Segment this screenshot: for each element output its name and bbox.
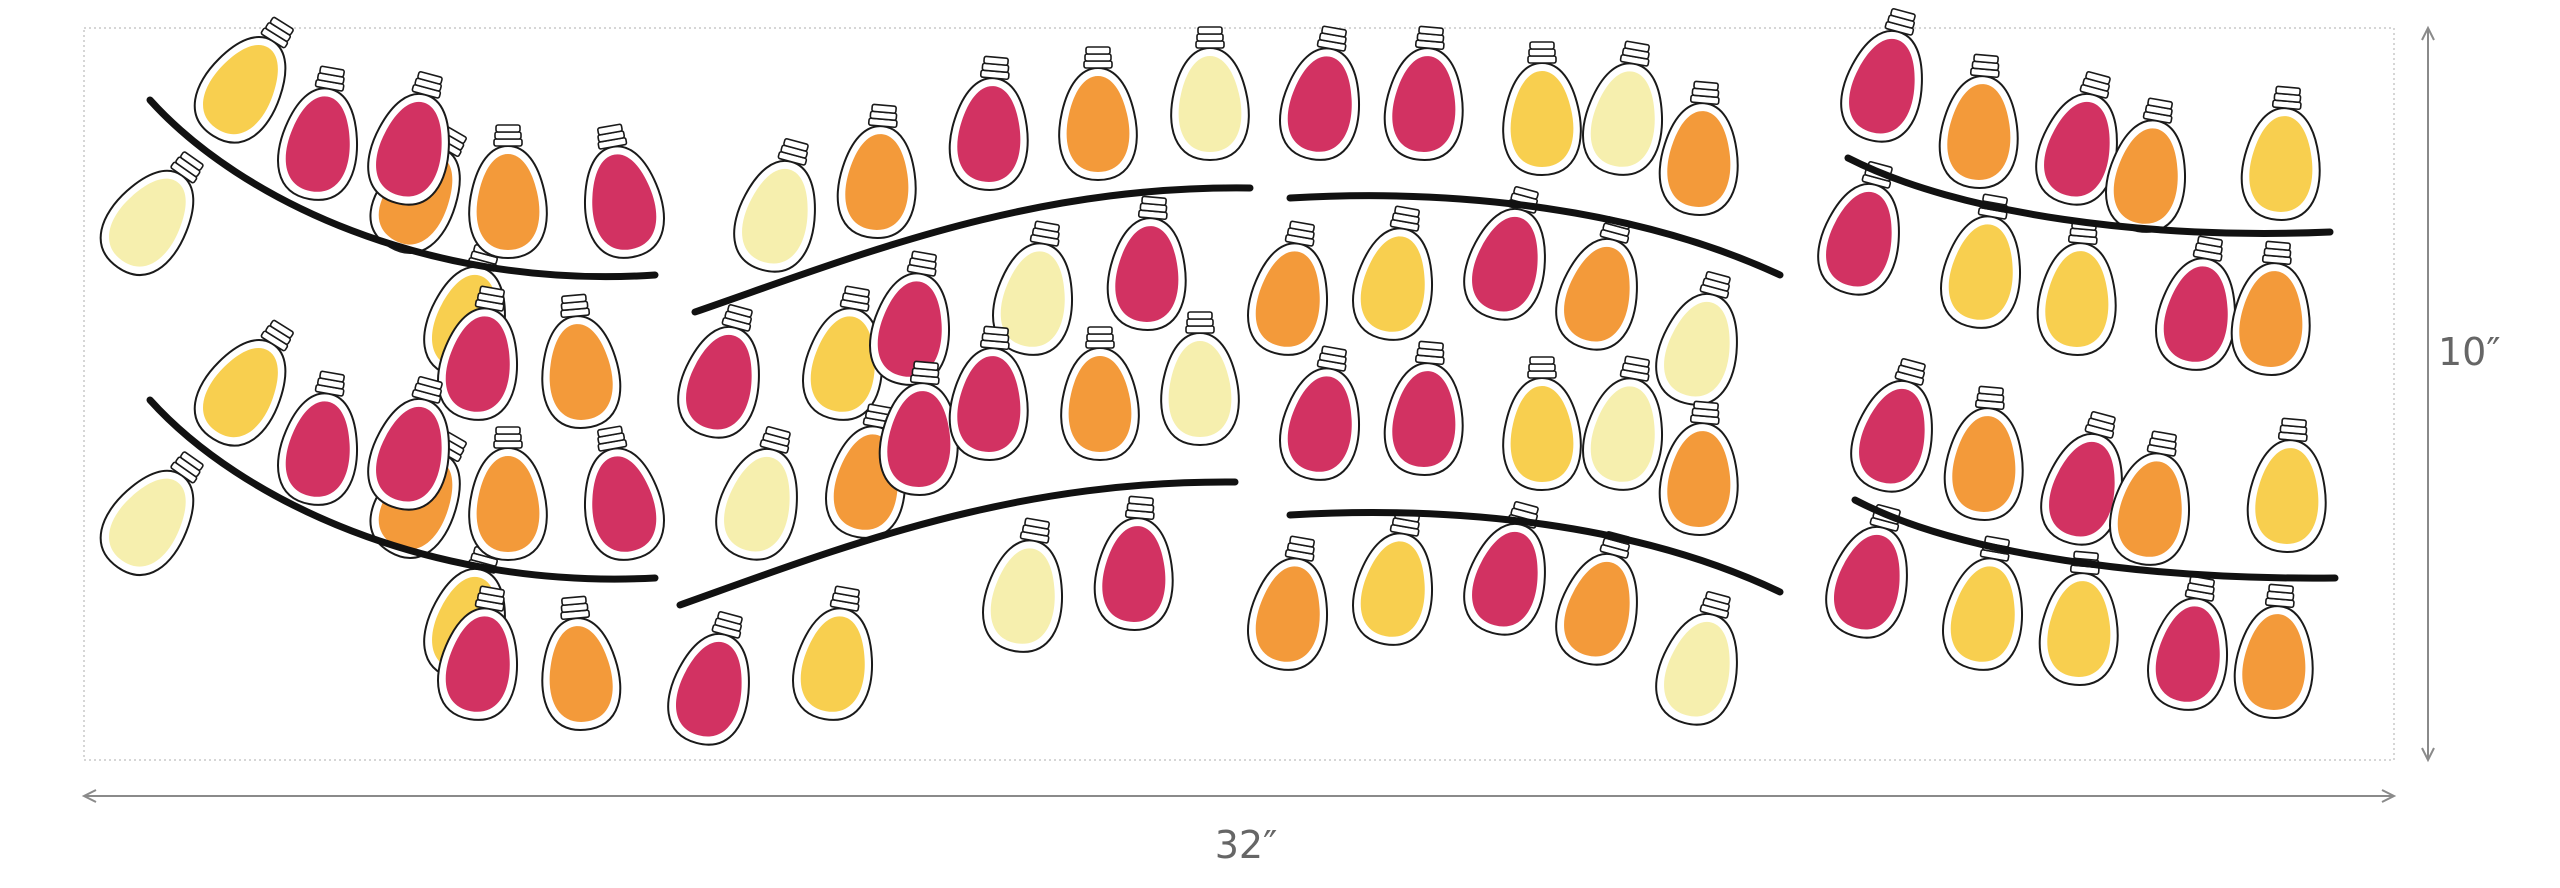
yellow-bulb-icon [1502, 356, 1582, 492]
red-bulb-icon [2155, 235, 2236, 371]
red-bulb-icon [1093, 495, 1174, 631]
orange-bulb-icon [468, 124, 548, 260]
light-cord [1286, 192, 1784, 279]
orange-bulb-icon [836, 103, 917, 239]
orange-bulb-icon [1247, 535, 1328, 671]
light-cord [691, 184, 1254, 316]
yellow-bulb-icon [2246, 417, 2327, 553]
red-bulb-icon [437, 285, 518, 421]
red-bulb-icon [1825, 504, 1908, 639]
orange-bulb-icon [2105, 97, 2186, 233]
red-bulb-icon [2147, 575, 2228, 711]
orange-bulb-icon [1247, 220, 1328, 356]
light-cord [1851, 496, 2339, 582]
cream-bulb-icon [1582, 355, 1663, 491]
yellow-bulb-icon [792, 585, 873, 721]
red-bulb-icon [584, 123, 665, 259]
cream-bulb-icon [1655, 591, 1738, 726]
light-cord [1844, 154, 2334, 237]
cords-layer [146, 96, 2339, 609]
light-cord [676, 478, 1239, 609]
red-bulb-icon [667, 611, 750, 746]
red-bulb-icon [2035, 71, 2118, 206]
cream-bulb-icon [733, 138, 816, 273]
red-bulb-icon [1817, 161, 1900, 296]
cream-bulb-icon [982, 517, 1063, 653]
width-dimension: 32″ [81, 789, 2397, 867]
orange-bulb-icon [1938, 53, 2019, 189]
red-bulb-icon [1463, 501, 1546, 636]
orange-bulb-icon [1943, 385, 2024, 521]
cream-bulb-icon [1655, 271, 1738, 406]
red-bulb-icon [1383, 340, 1464, 476]
decal-panel-outline [83, 27, 2395, 761]
cream-bulb-icon [99, 451, 204, 576]
orange-bulb-icon [541, 595, 622, 731]
red-bulb-icon [277, 65, 358, 201]
red-bulb-icon [1463, 186, 1546, 321]
red-bulb-icon [1279, 25, 1360, 161]
yellow-bulb-icon [1502, 41, 1582, 177]
light-cord [146, 96, 659, 281]
orange-bulb-icon [2233, 583, 2314, 719]
red-bulb-icon [878, 360, 959, 496]
bulbs-layer [99, 8, 2327, 746]
red-bulb-icon [869, 250, 950, 386]
red-bulb-icon [1850, 358, 1933, 493]
cream-bulb-icon [99, 151, 204, 276]
cream-bulb-icon [1160, 311, 1240, 447]
cream-bulb-icon [992, 220, 1073, 356]
red-bulb-icon [1840, 8, 1923, 143]
red-bulb-icon [948, 325, 1029, 461]
height-dimension-label: 10″ [2438, 330, 2501, 374]
light-cord [146, 396, 659, 583]
red-bulb-icon [367, 376, 450, 511]
red-bulb-icon [367, 71, 450, 206]
cream-bulb-icon [1170, 26, 1250, 162]
red-bulb-icon [948, 55, 1029, 191]
orange-bulb-icon [1060, 326, 1140, 462]
cream-bulb-icon [715, 426, 798, 561]
red-bulb-icon [277, 370, 358, 506]
cream-bulb-icon [1582, 40, 1663, 176]
orange-bulb-icon [2230, 240, 2311, 376]
yellow-bulb-icon [1352, 205, 1433, 341]
yellow-bulb-icon [802, 285, 883, 421]
red-bulb-icon [437, 585, 518, 721]
orange-bulb-icon [468, 426, 548, 562]
orange-bulb-icon [541, 293, 622, 429]
orange-bulb-icon [2109, 430, 2190, 566]
red-bulb-icon [1383, 25, 1464, 161]
yellow-bulb-icon [2036, 220, 2117, 356]
height-dimension: 10″ [2421, 25, 2501, 763]
red-bulb-icon [584, 425, 665, 561]
yellow-bulb-icon [2038, 550, 2119, 686]
red-bulb-icon [1106, 195, 1187, 331]
width-dimension-label: 32″ [1215, 823, 1278, 867]
red-bulb-icon [677, 304, 760, 439]
orange-bulb-icon [1058, 46, 1138, 182]
orange-bulb-icon [1658, 400, 1739, 536]
yellow-bulb-icon [193, 319, 294, 447]
orange-bulb-icon [1555, 216, 1638, 351]
light-cord [1286, 509, 1784, 596]
red-bulb-icon [1279, 345, 1360, 481]
yellow-bulb-icon [193, 16, 294, 144]
yellow-bulb-icon [2240, 85, 2321, 221]
orange-bulb-icon [1555, 531, 1638, 666]
yellow-bulb-icon [1352, 510, 1433, 646]
orange-bulb-icon [1658, 80, 1739, 216]
red-bulb-icon [2040, 411, 2123, 546]
